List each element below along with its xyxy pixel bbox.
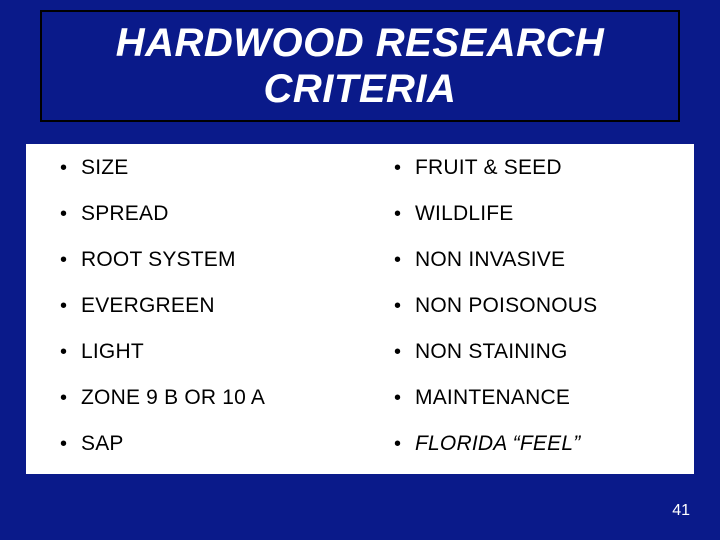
list-item: • MAINTENANCE [394, 386, 694, 410]
bullet-icon: • [60, 158, 67, 178]
bullet-icon: • [394, 250, 401, 270]
bullet-icon: • [60, 250, 67, 270]
title-box: HARDWOOD RESEARCH CRITERIA [40, 10, 680, 122]
list-item: • FRUIT & SEED [394, 156, 694, 180]
list-item: • NON POISONOUS [394, 294, 694, 318]
bullet-icon: • [60, 296, 67, 316]
item-label: FRUIT & SEED [415, 156, 562, 180]
item-label: SIZE [81, 156, 128, 180]
bullet-icon: • [60, 342, 67, 362]
item-label: NON INVASIVE [415, 248, 565, 272]
content-box: • SIZE • SPREAD • ROOT SYSTEM • EVERGREE… [26, 144, 694, 474]
bullet-icon: • [60, 388, 67, 408]
item-label: SAP [81, 432, 124, 456]
item-label: ROOT SYSTEM [81, 248, 236, 272]
slide-title: HARDWOOD RESEARCH CRITERIA [62, 20, 658, 112]
list-item: • EVERGREEN [60, 294, 360, 318]
bullet-icon: • [60, 204, 67, 224]
bullet-icon: • [394, 342, 401, 362]
title-line-2: CRITERIA [264, 67, 457, 111]
list-item: • SAP [60, 432, 360, 456]
item-label: EVERGREEN [81, 294, 215, 318]
bullet-icon: • [394, 158, 401, 178]
list-item: • NON INVASIVE [394, 248, 694, 272]
list-item: • ROOT SYSTEM [60, 248, 360, 272]
title-line-1: HARDWOOD RESEARCH [116, 21, 605, 65]
slide: HARDWOOD RESEARCH CRITERIA • SIZE • SPRE… [0, 0, 720, 540]
left-column: • SIZE • SPREAD • ROOT SYSTEM • EVERGREE… [26, 156, 360, 460]
item-label: ZONE 9 B OR 10 A [81, 386, 265, 410]
item-label: NON POISONOUS [415, 294, 597, 318]
item-label: SPREAD [81, 202, 169, 226]
list-item: • LIGHT [60, 340, 360, 364]
item-label: WILDLIFE [415, 202, 513, 226]
bullet-icon: • [394, 204, 401, 224]
bullet-icon: • [394, 434, 401, 454]
list-item: • SIZE [60, 156, 360, 180]
bullet-icon: • [60, 434, 67, 454]
item-label: FLORIDA “FEEL” [415, 432, 580, 456]
list-item: • WILDLIFE [394, 202, 694, 226]
list-item: • FLORIDA “FEEL” [394, 432, 694, 456]
page-number: 41 [672, 502, 690, 520]
bullet-icon: • [394, 388, 401, 408]
bullet-icon: • [394, 296, 401, 316]
list-item: • NON STAINING [394, 340, 694, 364]
right-column: • FRUIT & SEED • WILDLIFE • NON INVASIVE… [360, 156, 694, 460]
item-label: LIGHT [81, 340, 144, 364]
item-label: NON STAINING [415, 340, 568, 364]
list-item: • SPREAD [60, 202, 360, 226]
item-label: MAINTENANCE [415, 386, 570, 410]
list-item: • ZONE 9 B OR 10 A [60, 386, 360, 410]
